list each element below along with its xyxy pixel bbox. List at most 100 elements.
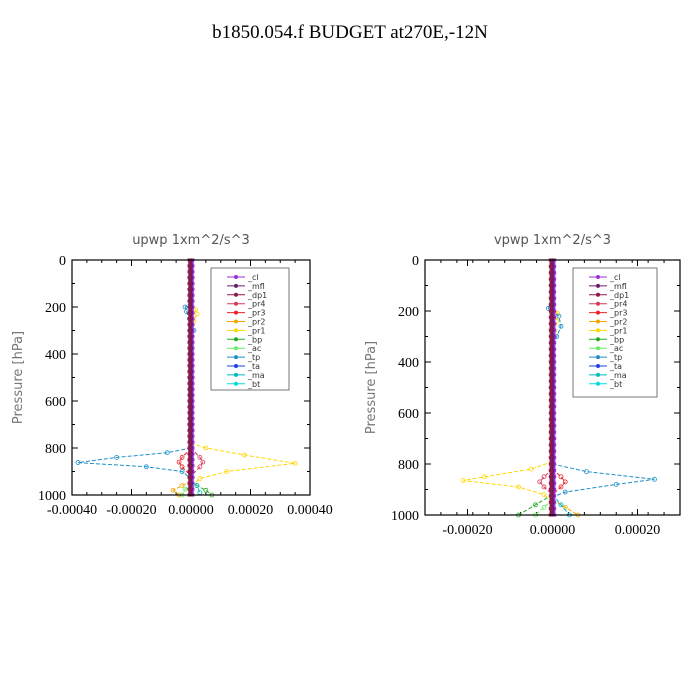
legend-marker_mfl bbox=[234, 283, 238, 288]
series-point_pr4 bbox=[537, 479, 543, 485]
series-point_dp1 bbox=[187, 440, 192, 444]
series-line_pr2 bbox=[172, 480, 192, 496]
series-point_dp1 bbox=[187, 340, 192, 344]
plot-frame bbox=[424, 259, 681, 516]
series-point_pr3 bbox=[558, 474, 564, 480]
series-point_pr4 bbox=[197, 464, 203, 470]
legend-marker_pr1 bbox=[234, 328, 238, 333]
series-point_dp1 bbox=[187, 323, 192, 327]
series-line_pr4 bbox=[190, 447, 204, 477]
series-point_tp bbox=[558, 323, 564, 329]
legend-label_pr3: _pr3 bbox=[247, 309, 265, 318]
series-point_pr3 bbox=[558, 484, 564, 490]
series-point_pr3 bbox=[562, 479, 568, 485]
series-point_tp bbox=[143, 464, 149, 470]
series-point_pr1 bbox=[203, 445, 209, 451]
series-point_dp1 bbox=[548, 309, 553, 313]
legend-marker_ta bbox=[234, 364, 238, 368]
series-point_dp1 bbox=[187, 428, 192, 432]
series-point_dp1 bbox=[187, 364, 192, 368]
series-line_pr2 bbox=[552, 499, 579, 516]
series-point_dp1 bbox=[548, 411, 553, 415]
legend-label_tp: _tp bbox=[247, 353, 260, 362]
series-point_pr1 bbox=[194, 311, 200, 317]
legend-marker_pr4 bbox=[234, 301, 238, 306]
legend-label_ta: _ta bbox=[247, 362, 260, 371]
series-point_ma bbox=[197, 490, 203, 496]
series-point_dp1 bbox=[187, 381, 192, 385]
series-point_dp1 bbox=[548, 271, 553, 275]
legend-label_ta: _ta bbox=[609, 362, 622, 371]
x-tick-label: 0.00000 bbox=[530, 523, 576, 538]
y-tick-label: 600 bbox=[45, 395, 66, 410]
legend-marker_dp1 bbox=[596, 292, 600, 297]
series-line_ma bbox=[552, 494, 570, 516]
series-point_ac bbox=[182, 486, 188, 492]
x-tick-label: -0.00020 bbox=[106, 503, 156, 518]
series-point_dp1 bbox=[187, 346, 192, 350]
legend-marker_bp bbox=[234, 337, 238, 342]
y-tick-label: 0 bbox=[412, 254, 419, 269]
legend-marker_cl bbox=[596, 275, 600, 279]
series-point_pr1 bbox=[528, 466, 534, 472]
y-axis-label: Pressure [hPa] bbox=[364, 341, 379, 434]
series-point_dp1 bbox=[187, 387, 192, 391]
series-point_tp bbox=[75, 460, 81, 465]
legend-label_cl: _cl bbox=[247, 273, 259, 282]
legend-marker_cl bbox=[234, 275, 238, 279]
legend-marker_tp bbox=[234, 355, 238, 360]
series-point_dp1 bbox=[187, 264, 192, 268]
legend-label_dp1: _dp1 bbox=[609, 291, 629, 300]
legend-label_bt: _bt bbox=[609, 380, 622, 389]
series-point_dp1 bbox=[548, 507, 553, 511]
legend-marker_pr2 bbox=[234, 319, 238, 324]
series-point_pr4 bbox=[541, 474, 547, 480]
series-point_ac bbox=[541, 504, 547, 510]
series-point_dp1 bbox=[548, 379, 553, 383]
series-point_tp bbox=[164, 450, 170, 456]
legend-marker_ma bbox=[234, 372, 238, 377]
series-point_dp1 bbox=[548, 366, 553, 370]
series-point_dp1 bbox=[548, 335, 553, 338]
series-point_dp1 bbox=[187, 470, 192, 473]
series-point_dp1 bbox=[548, 264, 553, 268]
series-point_dp1 bbox=[187, 376, 192, 379]
series-point_dp1 bbox=[187, 452, 192, 456]
series-point_pr4 bbox=[197, 454, 203, 460]
series-point_dp1 bbox=[548, 405, 553, 409]
x-tick-label: 0.00020 bbox=[228, 503, 274, 518]
series-point_dp1 bbox=[548, 296, 553, 300]
legend-marker_pr1 bbox=[596, 328, 600, 333]
series-point_dp1 bbox=[187, 417, 192, 421]
legend-marker_pr3 bbox=[234, 310, 238, 315]
legend: _cl_mfl_dp1_pr4_pr3_pr2_pr1_bp_ac_tp_ta_… bbox=[210, 267, 290, 391]
series-point_dp1 bbox=[187, 352, 192, 356]
series-point_dp1 bbox=[187, 358, 192, 362]
series-point_dp1 bbox=[548, 437, 553, 440]
series-point_dp1 bbox=[548, 347, 553, 351]
series-point_pr1 bbox=[292, 460, 298, 466]
legend-marker_ma bbox=[596, 372, 600, 377]
series-point_pr3 bbox=[179, 454, 185, 460]
series-point_dp1 bbox=[187, 299, 192, 303]
y-axis-label: Pressure [hPa] bbox=[11, 331, 26, 424]
x-tick-label: -0.00040 bbox=[47, 503, 97, 518]
series-point_pr1 bbox=[197, 476, 203, 481]
y-tick-label: 200 bbox=[398, 305, 419, 320]
series-point_bp bbox=[533, 502, 538, 508]
series-line_pr4 bbox=[539, 468, 553, 495]
legend-label_pr1: _pr1 bbox=[609, 326, 627, 335]
legend-box bbox=[210, 267, 290, 391]
series-line_pr3 bbox=[552, 468, 566, 495]
series-point_pr1 bbox=[242, 452, 247, 458]
series-line_pr3 bbox=[178, 447, 192, 477]
y-tick-label: 400 bbox=[45, 348, 66, 363]
series-point_tp bbox=[562, 489, 568, 495]
series-point_dp1 bbox=[187, 334, 192, 338]
legend-label_bt: _bt bbox=[247, 380, 260, 389]
series-point_dp1 bbox=[187, 464, 192, 468]
y-tick-label: 200 bbox=[45, 301, 66, 316]
legend-label_ma: _ma bbox=[247, 371, 265, 380]
series-point_pr1 bbox=[460, 478, 466, 483]
